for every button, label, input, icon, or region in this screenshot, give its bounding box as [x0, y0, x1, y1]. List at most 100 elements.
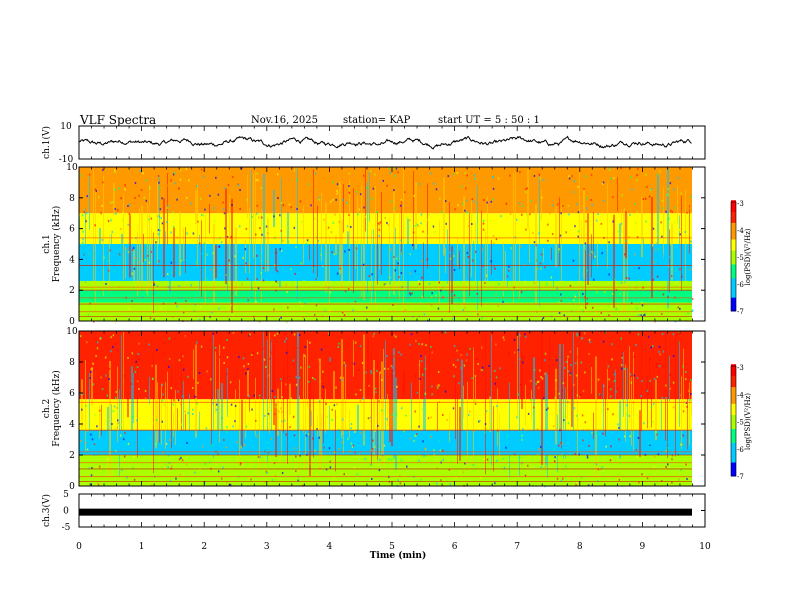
sp1-speckle: [142, 172, 144, 175]
sp1-ytick-label-2: 2: [69, 286, 75, 296]
sp2-speckle: [285, 351, 288, 354]
sp1-streak: [353, 188, 354, 294]
sp2-colorbar-cell: [731, 420, 736, 424]
sp1-colorbar-cell: [731, 277, 736, 282]
sp2-speckle: [300, 366, 302, 369]
sp1-speckle: [649, 290, 652, 293]
sp2-speckle: [225, 481, 228, 484]
sp2-speckle: [501, 482, 503, 485]
sp2-streak: [491, 334, 492, 466]
sp2-speckle: [371, 448, 374, 451]
sp2-speckle: [295, 469, 297, 472]
sp2-speckle: [267, 451, 270, 454]
sp2-speckle: [472, 464, 475, 467]
sp1-speckle: [275, 251, 277, 254]
sp1-speckle: [412, 318, 415, 321]
sp2-speckle: [641, 473, 643, 476]
sp2-streak: [217, 388, 219, 456]
sp1-speckle: [662, 293, 665, 296]
sp2-speckle: [402, 477, 405, 480]
sp1-speckle: [559, 234, 562, 237]
sp2-speckle: [87, 430, 89, 433]
sp1-speckle: [286, 219, 288, 222]
sp1-streak: [581, 219, 582, 243]
sp2-streak: [657, 369, 658, 398]
sp2-speckle: [544, 359, 546, 362]
sp2-speckle: [652, 402, 655, 405]
sp1-speckle: [511, 270, 513, 273]
sp2-speckle: [455, 476, 457, 479]
sp2-speckle: [250, 353, 253, 356]
sp2-speckle: [154, 463, 156, 466]
sp1-speckle: [523, 263, 526, 266]
sp2-speckle: [209, 461, 211, 464]
sp1-speckle: [586, 197, 588, 200]
sp2-speckle: [355, 393, 357, 396]
sp1-speckle: [669, 182, 672, 185]
sp1-speckle: [170, 261, 173, 264]
sp2-streak: [181, 350, 182, 431]
sp1-speckle: [603, 200, 605, 203]
sp2-speckle: [563, 419, 565, 422]
sp1-speckle: [170, 231, 172, 234]
sp1-speckle: [92, 320, 95, 323]
sp2-speckle: [359, 389, 362, 392]
sp1-speckle: [82, 238, 84, 241]
sp2-speckle: [194, 471, 196, 474]
sp1-speckle: [637, 167, 639, 170]
sp2-speckle: [130, 382, 132, 385]
sp2-speckle: [356, 473, 359, 476]
sp1-speckle: [630, 175, 632, 178]
sp2-speckle: [317, 457, 319, 460]
sp1-speckle: [671, 274, 673, 277]
sp1-speckle: [615, 176, 617, 179]
sp1-speckle: [114, 313, 116, 316]
sp1-speckle: [539, 177, 541, 180]
sp1-speckle: [569, 298, 572, 301]
sp1-speckle: [174, 302, 177, 305]
sp2-speckle: [419, 428, 421, 431]
sp2-speckle: [671, 481, 673, 484]
sp1-speckle: [330, 287, 332, 290]
sp2-streak: [457, 391, 458, 464]
sp2-speckle: [473, 430, 475, 433]
sp1-streak: [381, 192, 382, 276]
sp1-speckle: [167, 210, 169, 213]
sp2-speckle: [90, 371, 92, 374]
sp2-speckle: [384, 367, 386, 370]
sp2-speckle: [277, 406, 279, 409]
sp1-speckle: [508, 265, 510, 268]
sp1-speckle: [541, 269, 544, 272]
sp1-speckle: [220, 241, 223, 244]
sp1-speckle: [197, 220, 199, 223]
sp1-streak: [375, 185, 376, 308]
sp1-speckle: [122, 211, 124, 214]
sp2-speckle: [311, 377, 314, 380]
sp1-speckle: [239, 207, 241, 210]
sp1-speckle: [646, 230, 648, 233]
sp2-speckle: [635, 448, 637, 451]
sp2-streak: [343, 376, 344, 454]
sp1-speckle: [645, 220, 647, 223]
sp2-streak: [313, 396, 314, 458]
sp1-speckle: [648, 195, 651, 198]
sp1-speckle: [261, 233, 263, 236]
sp2-speckle: [161, 383, 164, 386]
sp2-speckle: [135, 414, 138, 417]
sp2-speckle: [362, 397, 364, 400]
sp1-speckle: [323, 218, 325, 221]
sp2-speckle: [388, 457, 390, 460]
sp1-speckle: [378, 228, 381, 231]
sp2-streak: [393, 348, 395, 459]
sp1-streak: [439, 220, 440, 307]
sp2-speckle: [564, 465, 567, 468]
sp2-speckle: [662, 350, 665, 353]
sp1-speckle: [101, 285, 104, 288]
sp2-speckle: [158, 357, 161, 360]
sp2-ytick-label-4: 4: [69, 420, 75, 430]
sp1-speckle: [204, 210, 206, 213]
sp2-speckle: [137, 353, 140, 356]
sp1-streak: [195, 190, 197, 225]
sp1-colorbar-cell: [731, 250, 736, 254]
sp1-speckle: [491, 198, 494, 201]
